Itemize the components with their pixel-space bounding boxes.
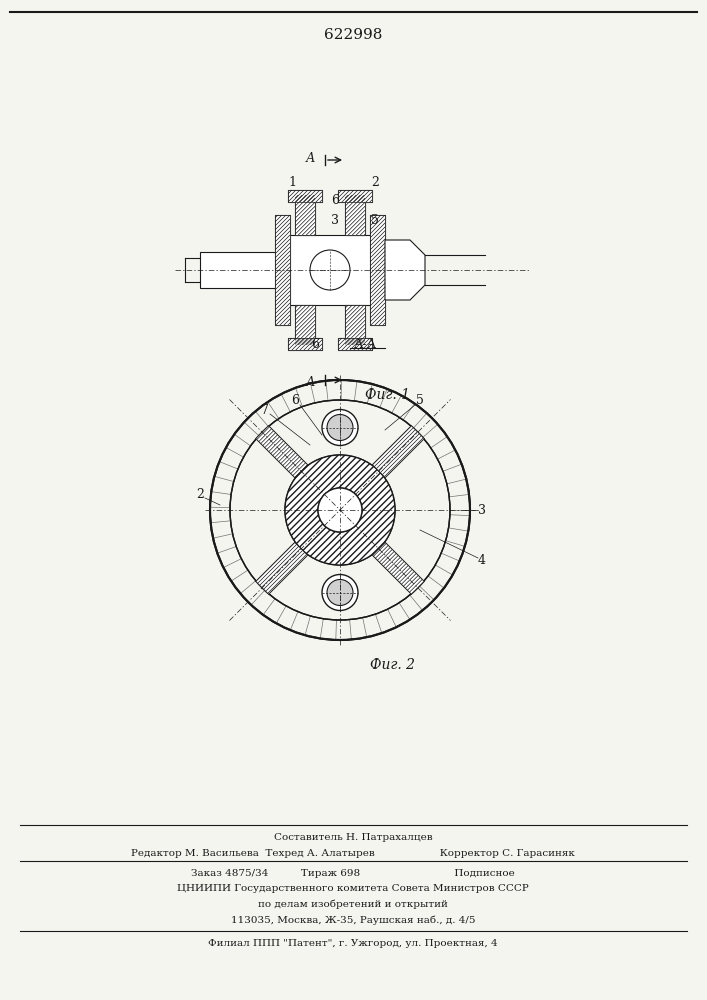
Polygon shape <box>338 190 372 202</box>
Polygon shape <box>295 305 315 345</box>
Circle shape <box>318 488 362 532</box>
Polygon shape <box>370 215 385 325</box>
Text: 1: 1 <box>288 176 296 188</box>
Polygon shape <box>338 338 372 350</box>
Text: 7: 7 <box>261 403 269 416</box>
Polygon shape <box>295 195 315 235</box>
Circle shape <box>322 410 358 446</box>
Polygon shape <box>290 235 370 305</box>
Text: по делам изобретений и открытий: по делам изобретений и открытий <box>258 899 448 909</box>
Polygon shape <box>288 338 322 350</box>
Circle shape <box>327 414 353 440</box>
Circle shape <box>322 574 358 610</box>
Text: Редактор М. Васильева  Техред А. Алатырев                    Корректор С. Гараси: Редактор М. Васильева Техред А. Алатырев… <box>131 848 575 857</box>
Polygon shape <box>345 195 365 235</box>
Polygon shape <box>275 215 290 325</box>
Text: Филиал ППП "Патент", г. Ужгород, ул. Проектная, 4: Филиал ППП "Патент", г. Ужгород, ул. Про… <box>208 939 498 948</box>
Text: 4: 4 <box>478 554 486 566</box>
Polygon shape <box>338 338 372 350</box>
Polygon shape <box>373 426 424 477</box>
Polygon shape <box>345 195 365 235</box>
Polygon shape <box>256 426 308 477</box>
Text: 622998: 622998 <box>324 28 382 42</box>
Polygon shape <box>373 543 424 594</box>
Polygon shape <box>200 252 360 288</box>
Polygon shape <box>345 305 365 345</box>
Polygon shape <box>295 305 315 345</box>
Text: 5: 5 <box>416 393 424 406</box>
Polygon shape <box>373 426 424 477</box>
Polygon shape <box>338 190 372 202</box>
Text: Фиг. 2: Фиг. 2 <box>370 658 415 672</box>
Text: Фиг. 1: Фиг. 1 <box>365 388 410 402</box>
Polygon shape <box>256 426 308 477</box>
Text: 3: 3 <box>478 504 486 516</box>
Circle shape <box>285 455 395 565</box>
Text: 3: 3 <box>331 214 339 227</box>
Text: Составитель Н. Патрахалцев: Составитель Н. Патрахалцев <box>274 832 432 842</box>
Polygon shape <box>256 543 308 594</box>
Text: 5: 5 <box>371 214 379 227</box>
Polygon shape <box>385 240 425 300</box>
Polygon shape <box>288 190 322 202</box>
Text: А: А <box>305 375 315 388</box>
Circle shape <box>327 580 353 605</box>
Text: А-А: А-А <box>354 338 377 352</box>
Polygon shape <box>256 543 308 594</box>
Text: 2: 2 <box>371 176 379 188</box>
Text: 6: 6 <box>291 393 299 406</box>
Text: 2: 2 <box>196 488 204 502</box>
Text: 6: 6 <box>311 338 319 352</box>
Polygon shape <box>370 215 385 325</box>
Polygon shape <box>275 215 290 325</box>
Polygon shape <box>288 338 322 350</box>
Polygon shape <box>345 305 365 345</box>
Text: 113035, Москва, Ж-35, Раушская наб., д. 4/5: 113035, Москва, Ж-35, Раушская наб., д. … <box>230 915 475 925</box>
Text: ЦНИИПИ Государственного комитета Совета Министров СССР: ЦНИИПИ Государственного комитета Совета … <box>177 884 529 893</box>
Polygon shape <box>288 190 322 202</box>
Text: А: А <box>305 151 315 164</box>
Polygon shape <box>295 195 315 235</box>
Polygon shape <box>373 543 424 594</box>
Text: 6: 6 <box>331 194 339 207</box>
Text: Заказ 4875/34          Тираж 698                             Подписное: Заказ 4875/34 Тираж 698 Подписное <box>191 868 515 878</box>
